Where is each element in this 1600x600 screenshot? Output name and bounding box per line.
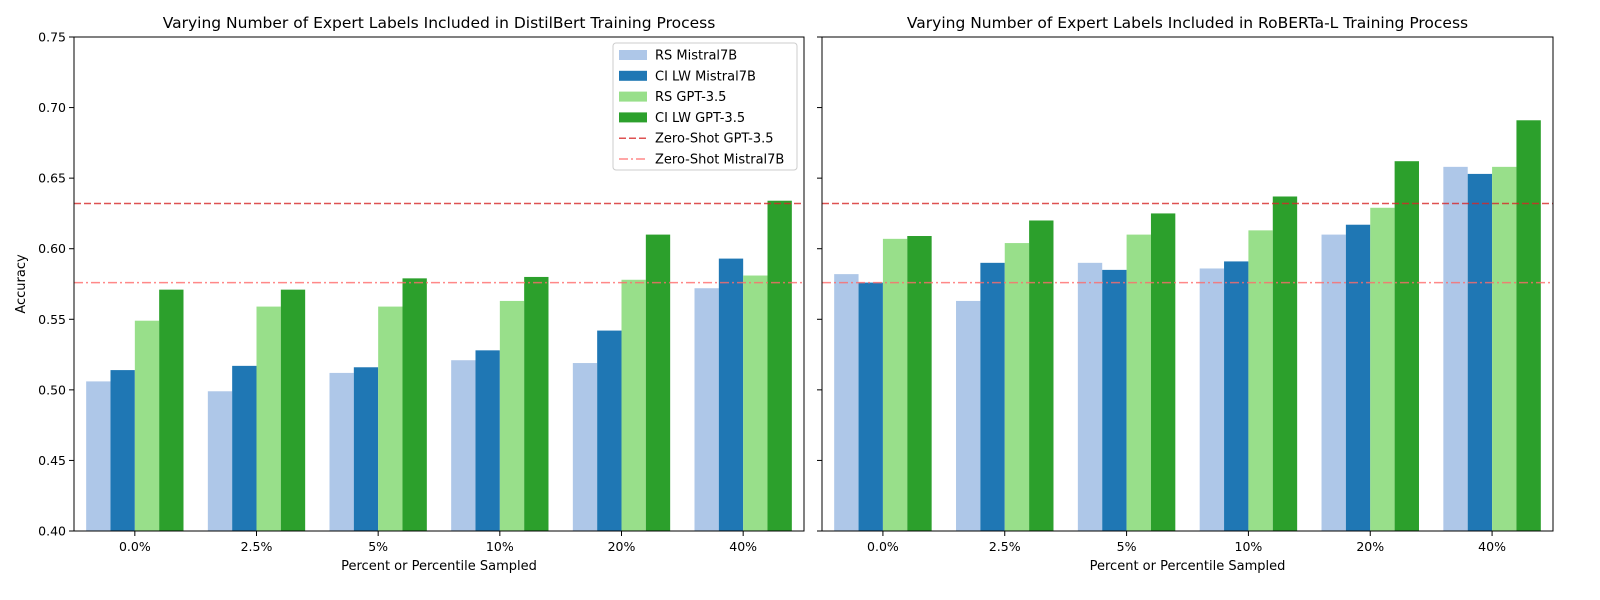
y-tick-label: 0.45 bbox=[38, 453, 66, 468]
legend-swatch bbox=[619, 70, 647, 81]
bar bbox=[232, 365, 257, 531]
bar bbox=[134, 320, 160, 531]
bar bbox=[524, 276, 549, 531]
chart-title: Varying Number of Expert Labels Included… bbox=[163, 14, 716, 32]
legend-swatch bbox=[619, 91, 647, 102]
legend-label: RS Mistral7B bbox=[655, 49, 737, 64]
bar bbox=[329, 372, 354, 531]
bar bbox=[1224, 261, 1249, 531]
bar bbox=[1150, 213, 1176, 531]
bar bbox=[645, 234, 671, 531]
bar bbox=[980, 262, 1005, 531]
bar bbox=[86, 381, 111, 531]
bar bbox=[159, 289, 184, 531]
x-tick-label: 0.0% bbox=[119, 539, 151, 554]
bar bbox=[1004, 243, 1030, 531]
bar bbox=[834, 274, 859, 531]
x-tick-label: 5% bbox=[368, 539, 388, 554]
x-tick-label: 10% bbox=[486, 539, 514, 554]
bar bbox=[1467, 173, 1493, 531]
y-tick-label: 0.50 bbox=[38, 382, 66, 397]
bar bbox=[572, 363, 598, 531]
bar bbox=[597, 330, 622, 531]
legend-label: CI LW Mistral7B bbox=[655, 69, 756, 84]
bar bbox=[1077, 262, 1103, 531]
bar bbox=[256, 306, 281, 531]
x-tick-label: 2.5% bbox=[989, 539, 1021, 554]
x-tick-label: 20% bbox=[608, 539, 636, 554]
x-tick-label: 5% bbox=[1117, 539, 1137, 554]
bar bbox=[767, 200, 792, 531]
y-tick-label: 0.65 bbox=[38, 171, 66, 186]
bar bbox=[1199, 268, 1225, 531]
legend-label: Zero-Shot Mistral7B bbox=[655, 153, 784, 168]
bar bbox=[1443, 166, 1468, 531]
bar bbox=[1272, 196, 1298, 531]
x-tick-label: 40% bbox=[729, 539, 757, 554]
bar bbox=[353, 367, 379, 531]
y-axis-label: Accuracy bbox=[14, 254, 29, 314]
legend: RS Mistral7B CI LW Mistral7B RS GPT-3.5 CI … bbox=[612, 42, 798, 171]
bar bbox=[621, 279, 646, 531]
bar bbox=[694, 288, 719, 531]
x-tick-label: 2.5% bbox=[241, 539, 273, 554]
bar bbox=[1321, 234, 1346, 531]
x-tick-label: 20% bbox=[1356, 539, 1384, 554]
bar bbox=[907, 236, 932, 532]
y-tick-label: 0.40 bbox=[38, 524, 66, 539]
legend-box bbox=[612, 42, 798, 171]
plot-frame bbox=[73, 36, 805, 532]
legend-swatch bbox=[619, 112, 647, 123]
bar bbox=[858, 282, 883, 531]
bar bbox=[402, 278, 427, 531]
bar bbox=[1345, 224, 1371, 531]
bar bbox=[110, 370, 135, 531]
distilbert-panel: 0.40 0.45 0.50 0.55 0.60 0.65 0.70 0.75 0.0% 2.5%… bbox=[14, 14, 805, 574]
bar bbox=[718, 258, 744, 531]
bar bbox=[1370, 207, 1395, 532]
plot-frame bbox=[821, 36, 1554, 532]
bar bbox=[1248, 230, 1273, 531]
bar bbox=[475, 350, 500, 531]
roberta-panel: 0.0% 2.5% 5% 10% 20% 40% Varying Number of Exp… bbox=[817, 14, 1554, 574]
x-tick-label: 40% bbox=[1478, 539, 1506, 554]
x-axis-label: Percent or Percentile Sampled bbox=[341, 559, 537, 574]
bar bbox=[956, 300, 981, 531]
legend-swatch bbox=[619, 50, 647, 60]
bar bbox=[1516, 120, 1541, 531]
bar bbox=[1394, 161, 1419, 531]
y-tick-label: 0.75 bbox=[38, 30, 66, 45]
x-axis-label: Percent or Percentile Sampled bbox=[1090, 559, 1286, 574]
y-tick-label: 0.70 bbox=[38, 100, 66, 115]
bar bbox=[280, 289, 306, 531]
y-tick-label: 0.55 bbox=[38, 312, 66, 327]
x-tick-label: 10% bbox=[1235, 539, 1263, 554]
legend-label: Zero-Shot GPT-3.5 bbox=[655, 132, 774, 147]
legend-label: CI LW GPT-3.5 bbox=[655, 111, 745, 126]
bar bbox=[1029, 220, 1054, 531]
y-tick-label: 0.60 bbox=[38, 241, 66, 256]
x-tick-label: 0.0% bbox=[867, 539, 899, 554]
bar bbox=[1492, 166, 1517, 531]
bar bbox=[743, 275, 768, 531]
bar bbox=[882, 238, 908, 531]
bar bbox=[451, 360, 476, 531]
bar bbox=[378, 306, 403, 531]
bar bbox=[1102, 269, 1127, 531]
bar bbox=[1126, 234, 1151, 531]
chart-title: Varying Number of Expert Labels Included… bbox=[907, 14, 1468, 32]
bar bbox=[207, 391, 233, 531]
bar bbox=[499, 300, 525, 531]
legend-label: RS GPT-3.5 bbox=[655, 90, 726, 105]
